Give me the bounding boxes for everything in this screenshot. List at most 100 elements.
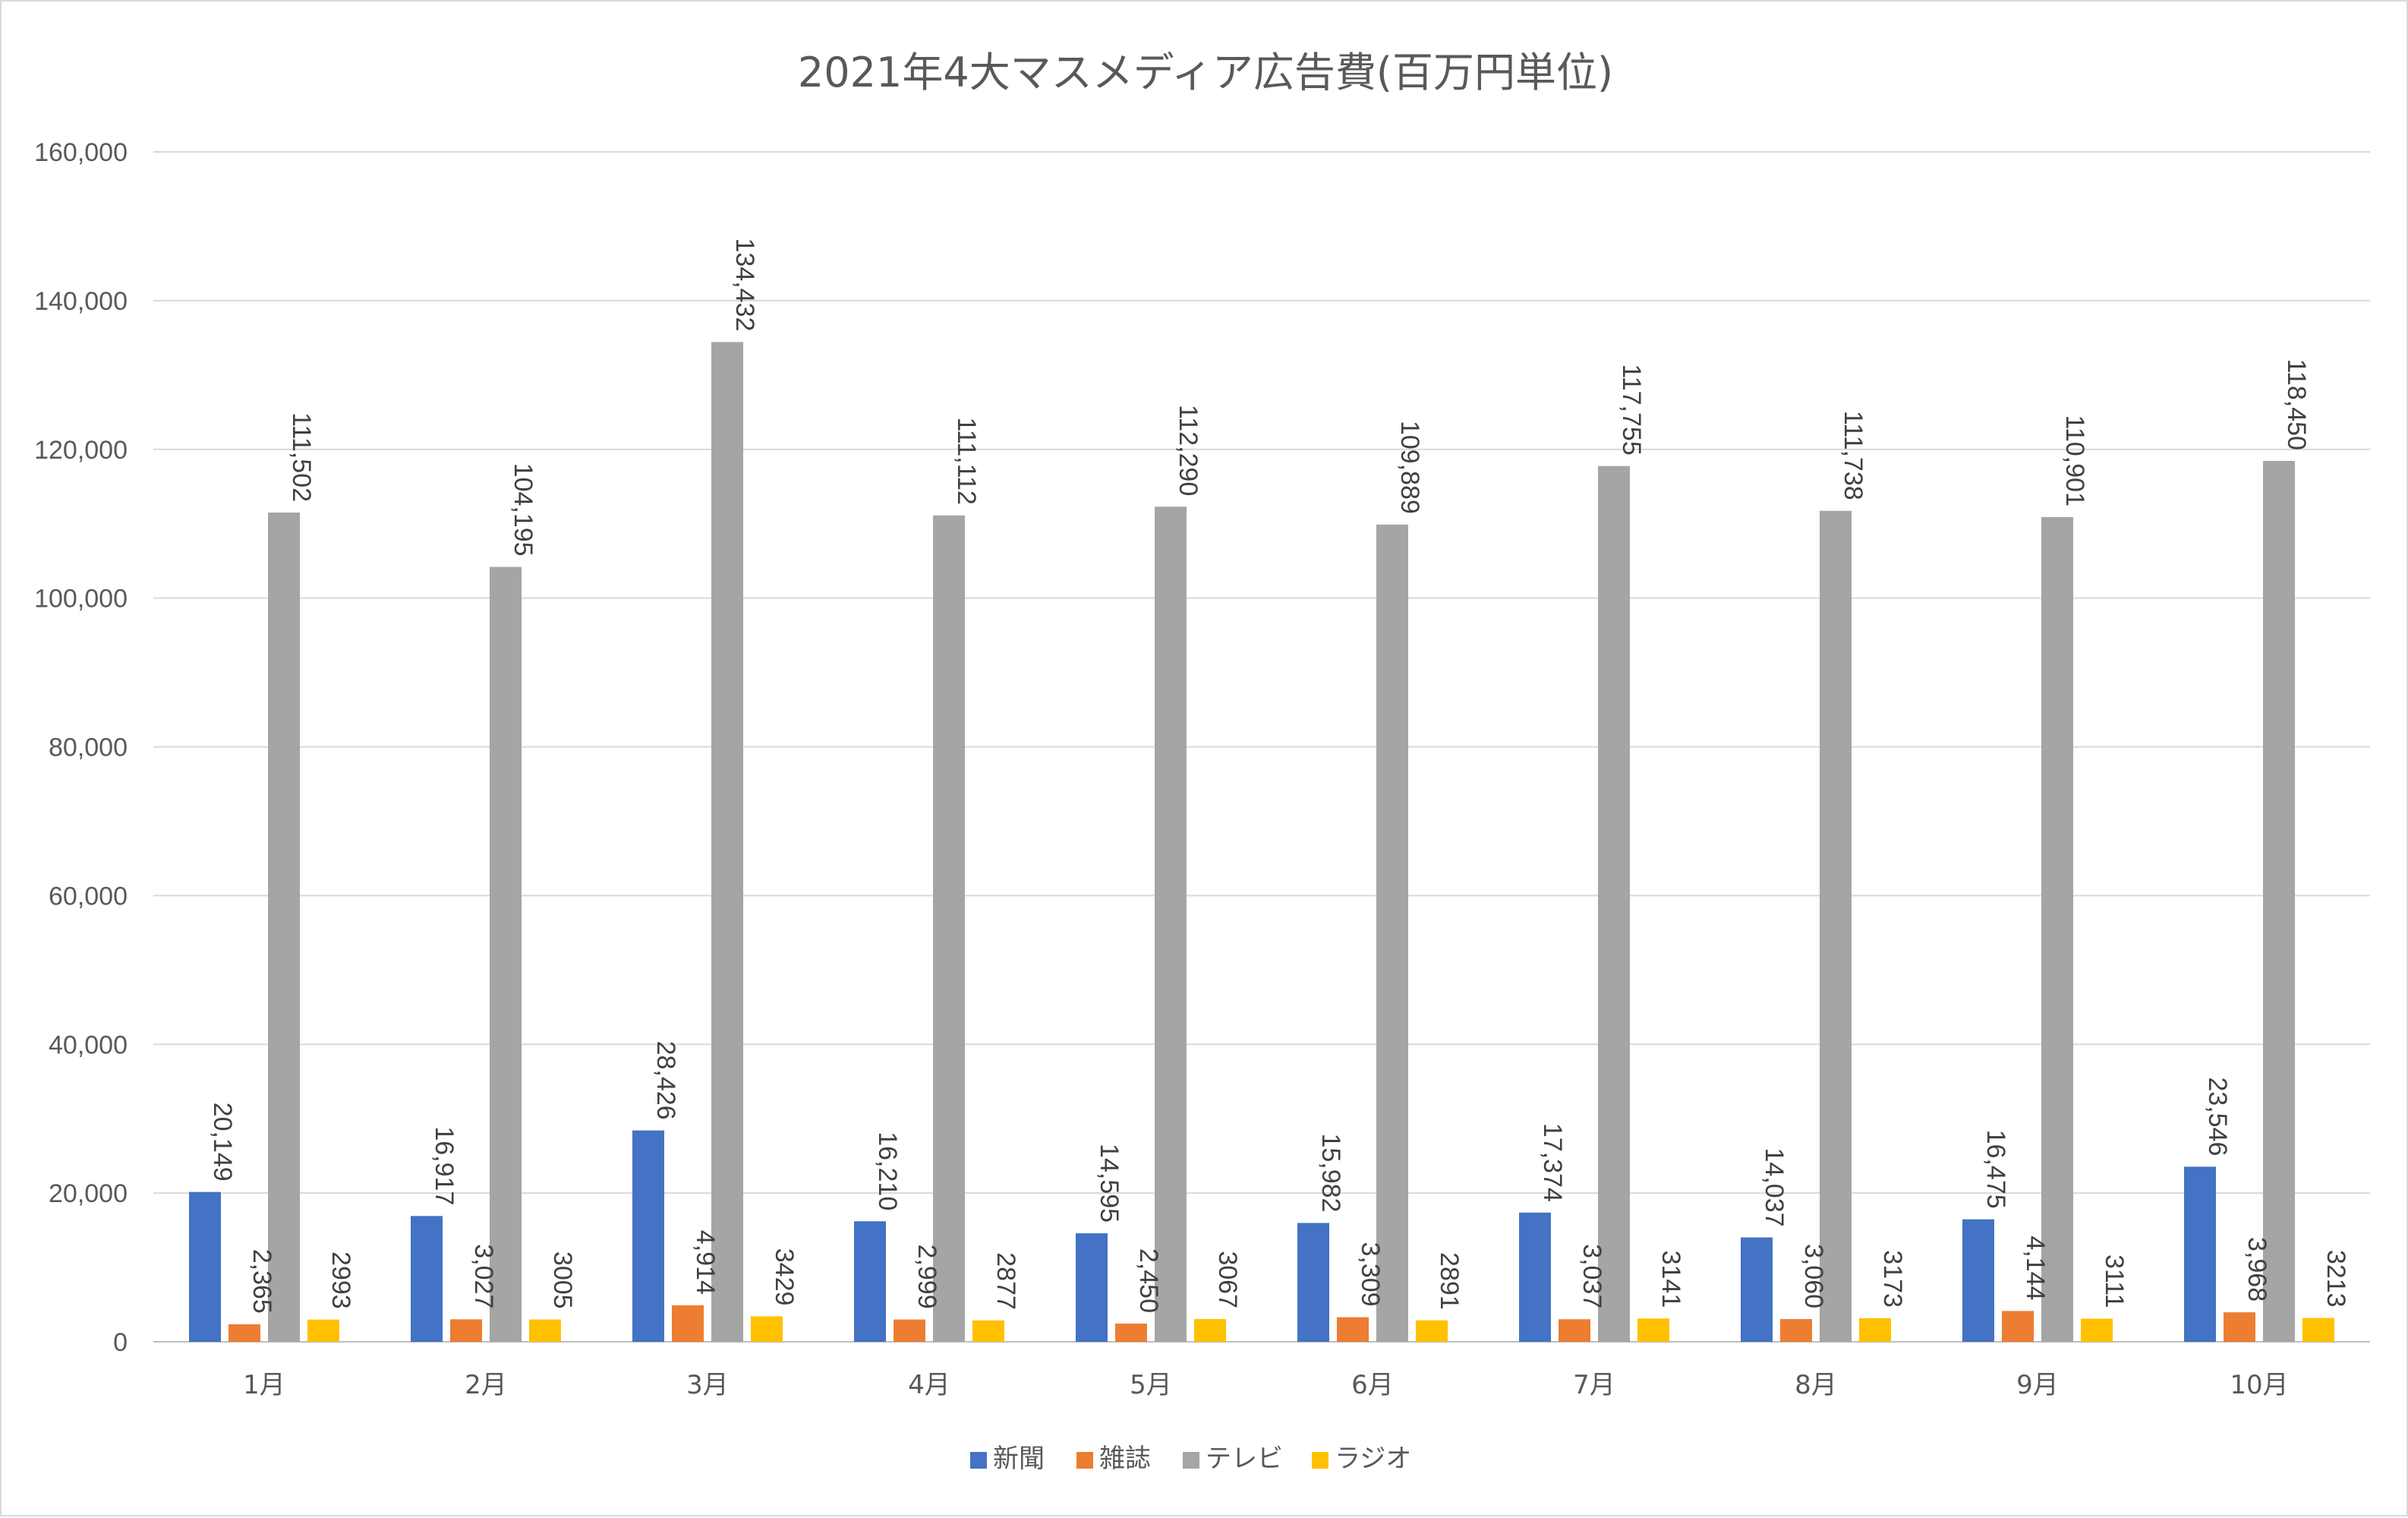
data-label: 2,999 — [912, 1245, 941, 1309]
bar — [411, 1216, 443, 1342]
legend-swatch — [1312, 1452, 1328, 1469]
x-category-label: 9月 — [2016, 1370, 2059, 1400]
bar — [1637, 1318, 1669, 1342]
data-label: 2877 — [991, 1252, 1020, 1310]
y-tick-label: 0 — [113, 1328, 128, 1357]
data-label: 2,365 — [247, 1249, 276, 1314]
y-tick-label: 40,000 — [49, 1030, 128, 1059]
bar — [189, 1191, 221, 1342]
data-label: 28,426 — [651, 1041, 680, 1120]
x-category-label: 7月 — [1573, 1370, 1615, 1400]
bar — [1297, 1223, 1329, 1342]
data-label: 104,195 — [509, 463, 537, 557]
data-label: 3173 — [1878, 1250, 1907, 1308]
bar — [1076, 1233, 1108, 1342]
data-label: 3213 — [2321, 1250, 2350, 1308]
y-tick-label: 80,000 — [49, 734, 128, 762]
data-label: 3,309 — [1356, 1242, 1385, 1306]
bar — [854, 1221, 886, 1342]
data-label: 14,595 — [1095, 1144, 1124, 1223]
data-label: 109,889 — [1395, 421, 1424, 514]
legend-swatch — [1076, 1452, 1093, 1469]
data-label: 3005 — [548, 1251, 577, 1309]
bar — [1337, 1317, 1369, 1342]
data-label: 2993 — [326, 1251, 355, 1309]
bar — [751, 1316, 783, 1342]
y-tick-label: 20,000 — [49, 1179, 128, 1208]
x-category-label: 5月 — [1130, 1370, 1172, 1400]
data-label: 117,755 — [1617, 364, 1646, 455]
chart-title: 2021年4大マスメディア広告費(百万円単位) — [798, 49, 1613, 96]
bar — [972, 1320, 1004, 1342]
bar — [1194, 1318, 1226, 1342]
bar — [1820, 510, 1852, 1342]
data-label: 111,738 — [1839, 411, 1867, 500]
data-label: 111,502 — [287, 412, 316, 502]
y-tick-label: 100,000 — [34, 585, 128, 614]
data-label: 14,037 — [1760, 1148, 1789, 1227]
data-label: 2891 — [1435, 1252, 1464, 1310]
bar — [2224, 1312, 2255, 1342]
bar — [1598, 465, 1630, 1342]
bars — [189, 342, 2334, 1343]
x-category-label: 1月 — [243, 1370, 285, 1400]
data-label: 3,968 — [2243, 1237, 2271, 1302]
data-label: 118,450 — [2282, 359, 2311, 450]
data-labels: 20,149 2,365 111,502 2993 16,917 3,027 104,195… — [208, 238, 2350, 1314]
data-label: 15,982 — [1316, 1133, 1345, 1212]
bar — [2263, 460, 2295, 1342]
data-label: 23,546 — [2203, 1077, 2232, 1156]
y-tick-label: 120,000 — [34, 436, 128, 465]
data-label: 16,475 — [1981, 1130, 2010, 1209]
bar — [307, 1319, 339, 1342]
bar — [1376, 524, 1408, 1342]
x-category-label: 2月 — [465, 1370, 507, 1400]
bar — [672, 1305, 704, 1342]
data-label: 16,917 — [430, 1126, 459, 1205]
data-label: 3,037 — [1577, 1244, 1606, 1308]
bar — [1741, 1237, 1773, 1342]
x-category-label: 3月 — [686, 1370, 729, 1400]
legend-label: ラジオ — [1335, 1444, 1411, 1474]
legend-label: 雑誌 — [1099, 1444, 1151, 1474]
x-category-label: 6月 — [1351, 1370, 1394, 1400]
data-label: 134,432 — [730, 238, 759, 332]
data-label: 4,914 — [691, 1230, 720, 1295]
bar — [632, 1130, 664, 1342]
data-label: 16,210 — [873, 1131, 902, 1210]
x-category-label: 10月 — [2230, 1370, 2288, 1400]
data-label: 3141 — [1656, 1251, 1685, 1308]
bar — [2041, 516, 2073, 1343]
bar — [1416, 1320, 1448, 1342]
gridlines — [153, 151, 2370, 1343]
data-label: 2,450 — [1134, 1248, 1163, 1313]
y-tick-label: 160,000 — [34, 138, 128, 167]
bar — [2081, 1318, 2113, 1342]
data-label: 4,144 — [2021, 1236, 2050, 1300]
bar — [529, 1319, 561, 1342]
bar — [450, 1319, 482, 1342]
legend-label: テレビ — [1206, 1444, 1283, 1474]
bar — [490, 566, 522, 1342]
data-label: 17,374 — [1538, 1123, 1567, 1202]
legend-label: 新聞 — [993, 1444, 1045, 1474]
bar — [1859, 1318, 1891, 1342]
data-label: 111,112 — [952, 417, 981, 504]
data-label: 3,027 — [469, 1244, 498, 1308]
bar — [1559, 1319, 1590, 1342]
x-axis-categories: 1月 2月 3月 4月 5月 6月 7月 8月 9月 10月 — [243, 1370, 2288, 1400]
bar — [268, 512, 300, 1342]
bar — [1962, 1219, 1994, 1342]
data-label: 112,290 — [1174, 405, 1202, 496]
y-tick-label: 140,000 — [34, 287, 128, 316]
y-axis-ticks: 0 20,000 40,000 60,000 80,000 100,000 120,000 1… — [34, 138, 128, 1357]
bar — [933, 515, 965, 1342]
legend-swatch — [970, 1452, 987, 1469]
legend: 新聞 雑誌 テレビ ラジオ — [970, 1444, 1411, 1474]
bar — [1155, 507, 1187, 1343]
x-category-label: 8月 — [1795, 1370, 1837, 1400]
bar — [711, 342, 743, 1342]
bar — [1780, 1319, 1812, 1342]
